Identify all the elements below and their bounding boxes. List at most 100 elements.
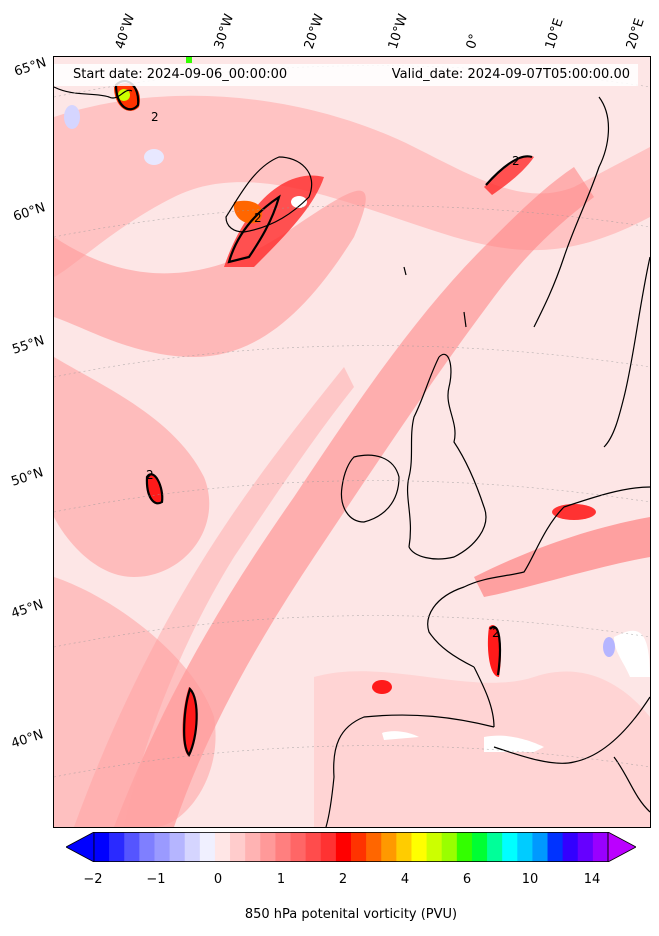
coast-ireland [340,454,400,523]
colorbar-swatch [381,832,397,862]
coast-iberia [325,714,495,827]
colorbar-swatch [139,832,155,862]
vorticity-field: 2 2 2 2 2 [54,57,650,827]
norway-coast-pv [484,156,534,195]
lon-label: 40°W [112,12,139,51]
colorbar-swatch [592,832,609,862]
colorbar-swatch [577,832,594,862]
coastlines [54,86,650,827]
colorbar-swatch [169,832,186,862]
patch-west [54,357,210,577]
med-white-1 [484,735,544,752]
spot-france [487,625,501,677]
pv2-contours [114,80,533,758]
band-channel [474,517,650,597]
map-panel: 2 2 2 2 2 [53,56,651,828]
colorbar-swatch [532,832,549,862]
lon-label: 20°W [301,12,328,51]
lat-label: 40°N [9,727,46,752]
jet-band [114,167,594,827]
header-background [54,64,638,86]
colorbar [65,831,637,863]
coast-greenland [54,86,133,99]
colorbar-swatch [230,832,246,862]
contour-label: 2 [512,154,520,168]
colorbar-swatch [154,832,171,862]
blue-patch-2 [144,149,164,165]
colorbar-tick-label: 0 [213,872,223,887]
iceland-white [291,196,307,208]
lat-label: 60°N [11,200,48,225]
contour-label: 2 [151,110,159,124]
colorbar-tick-label: 6 [462,872,472,887]
med-white-2 [382,731,419,740]
colorbar-swatch [199,832,216,862]
colorbar-frame [93,832,609,863]
lon-label: 0° [463,32,483,51]
blue-patch-alps [603,637,615,657]
colorbar-swatch [502,832,518,862]
coast-continent-north [427,486,650,668]
colorbar-swatch [94,832,110,862]
coast-norway [533,96,610,328]
lon-label: 30°W [211,12,238,51]
colorbar-tick-label: −1 [146,872,166,887]
colorbar-tick-label: −2 [83,872,103,887]
coast-faroes [403,266,407,276]
contour-label: 2 [146,468,154,482]
green-tip [186,57,192,63]
greenland-yellow [118,89,130,101]
coast-shetland [463,311,467,328]
valid-date-text: Valid_date: 2024-09-07T05:00:00.00 [391,67,630,82]
colorbar-tick-label: 14 [583,872,601,887]
colorbar-swatch [260,832,276,862]
colorbar-swatch [426,832,443,862]
colorbar-tick-label: 1 [276,872,286,887]
lon-label: 20°E [623,16,648,51]
colorbar-tick-label: 4 [400,872,410,887]
colorbar-swatch [305,832,322,862]
band-iceland-arc [54,190,366,357]
colorbar-swatch [471,832,488,862]
contour-label: 2 [492,626,500,640]
colorbar-swatch [411,832,428,862]
contour-labels: 2 2 2 2 2 [146,110,520,640]
spot-atlantic [372,680,392,694]
colorbar-swatch [487,832,503,862]
colorbar-swatch [275,832,292,862]
colorbar-swatch [517,832,533,862]
colorbar-swatch [456,832,473,862]
blue-patch-1 [64,105,80,129]
colorbar-over-triangle [607,831,637,863]
colorbar-swatch [290,832,307,862]
colorbar-swatch [335,832,352,862]
colorbar-swatch [109,832,125,862]
colorbar-tick-label: 10 [521,872,539,887]
colorbar-svg [65,831,637,863]
colorbar-swatch [184,832,201,862]
coast-sweden [603,256,650,448]
lat-label: 65°N [12,55,49,80]
colorbar-swatch [320,832,337,862]
coast-britain-east [408,353,487,560]
coast-iceland [225,156,313,233]
colorbar-swatch [441,832,458,862]
lat-label: 50°N [9,465,46,490]
lon-label: 10°E [542,16,567,51]
colorbar-swatch [547,832,564,862]
coast-britain-west [406,356,440,548]
colorbar-swatch [351,832,367,862]
colorbar-tick-label: 2 [338,872,348,887]
colorbar-swatch [562,832,579,862]
coast-biscay [473,666,495,728]
colorbar-swatch [396,832,412,862]
lat-label: 55°N [10,333,47,358]
contour-label: 2 [254,211,262,225]
lat-label: 45°N [9,597,46,622]
colorbar-swatch [245,832,261,862]
colorbar-swatch [214,832,231,862]
colorbar-title: 850 hPa potenital vorticity (PVU) [244,907,458,922]
colorbar-swatch [366,832,382,862]
alps-white [614,630,650,677]
lon-label: 10°W [385,12,412,51]
